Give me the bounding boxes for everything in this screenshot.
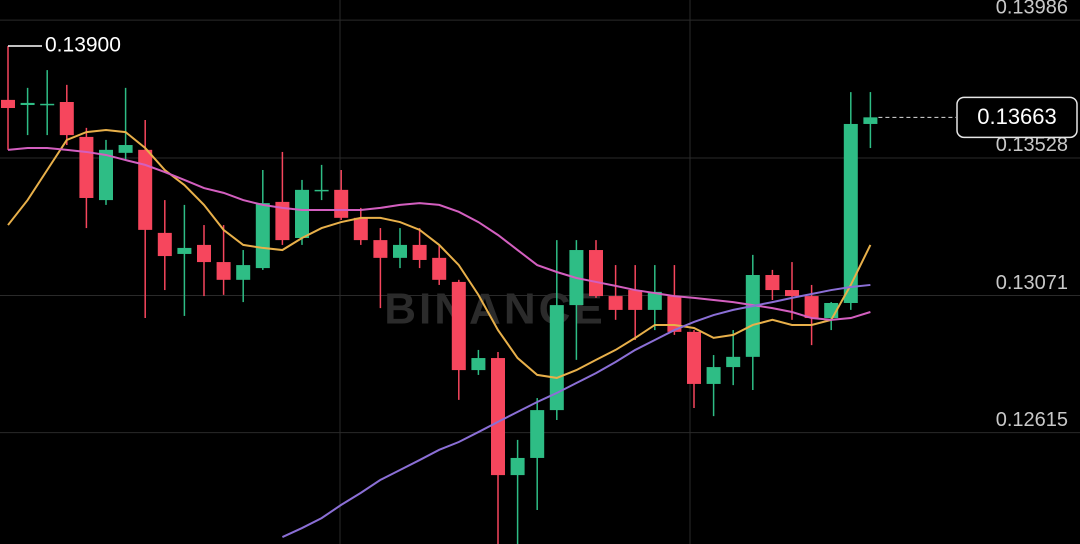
candle-body <box>275 201 290 241</box>
moving-average-line <box>7 147 871 321</box>
candle-body <box>471 358 486 371</box>
candle-body <box>40 103 55 106</box>
candle-body <box>138 149 153 230</box>
candle-body <box>216 262 231 280</box>
candle-body <box>687 331 701 384</box>
high-marker-label: 0.13900 <box>45 34 121 57</box>
candle-body <box>804 296 819 319</box>
candle-body <box>177 247 192 254</box>
candle-body <box>863 117 878 124</box>
candle-body <box>157 232 172 257</box>
candle-body <box>647 291 662 310</box>
candle-body <box>432 257 447 280</box>
y-tick-label: 0.13528 <box>996 134 1068 156</box>
candle-body <box>295 189 309 238</box>
candle-body <box>59 102 74 136</box>
candle-body <box>412 244 427 260</box>
candle-body <box>608 296 623 310</box>
candle-body <box>491 358 505 476</box>
candle-body <box>353 217 368 241</box>
candle-body <box>373 240 388 258</box>
candle-body <box>785 290 799 297</box>
candle-body <box>726 356 741 368</box>
candle-body <box>314 189 329 192</box>
candle-body <box>628 290 643 310</box>
candle-body <box>255 203 270 269</box>
candle-body <box>765 275 780 291</box>
candle-body <box>236 265 251 280</box>
watermark: BINANCE <box>384 285 605 334</box>
candle-body <box>1 99 15 109</box>
y-tick-label: 0.13986 <box>996 0 1068 18</box>
candle-body <box>197 244 211 263</box>
candle-body <box>843 123 858 303</box>
candle-body <box>79 136 94 198</box>
last-price-box <box>956 96 1078 139</box>
candle-body <box>706 367 721 384</box>
candle-body <box>393 244 407 258</box>
candle-body <box>510 457 525 476</box>
candle-body <box>589 250 603 297</box>
y-tick-label: 0.12615 <box>996 409 1068 431</box>
y-tick-label: 0.13071 <box>996 272 1068 294</box>
candle-body <box>667 296 682 332</box>
moving-average-line <box>281 283 871 538</box>
candle-body <box>530 410 545 458</box>
candle-body <box>20 102 35 106</box>
moving-average-line <box>7 128 872 379</box>
candle-body <box>334 189 349 218</box>
last-price-label: 0.13663 <box>977 104 1057 129</box>
candle-body <box>451 281 466 371</box>
candle-body <box>118 145 133 153</box>
candle-body <box>99 149 113 201</box>
candle-body <box>549 305 564 411</box>
candle-body <box>745 275 760 357</box>
